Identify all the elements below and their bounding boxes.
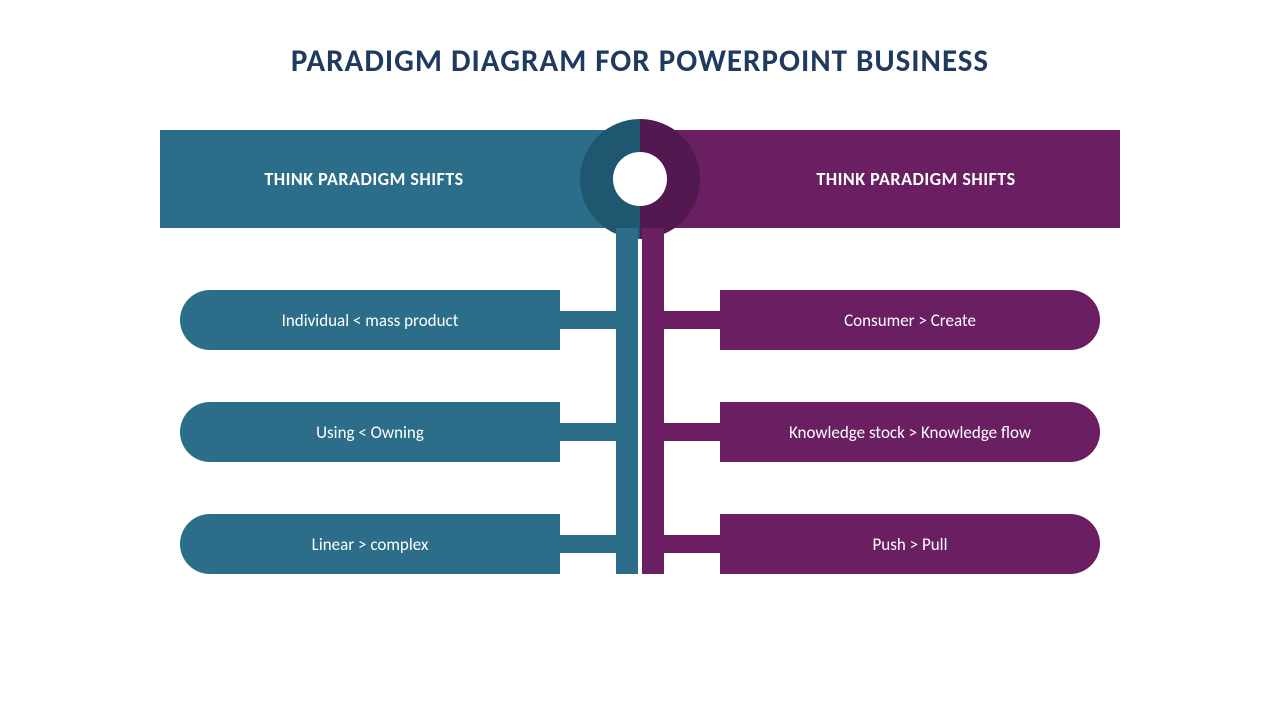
stem-left [616,228,638,574]
pill-left-1-label: Using < Owning [316,422,424,443]
header-left: THINK PARADIGM SHIFTS [160,130,638,228]
stem-right [642,228,664,574]
pill-right-2: Push > Pull [720,514,1100,574]
pill-left-0: Individual < mass product [180,290,560,350]
pill-left-1: Using < Owning [180,402,560,462]
header-right-label: THINK PARADIGM SHIFTS [816,168,1015,190]
slide-title: PARADIGM DIAGRAM FOR POWERPOINT BUSINESS [0,42,1280,80]
pill-left-0-label: Individual < mass product [282,310,459,331]
header-right: THINK PARADIGM SHIFTS [642,130,1120,228]
pill-left-2: Linear > complex [180,514,560,574]
paradigm-diagram: THINK PARADIGM SHIFTS THINK PARADIGM SHI… [160,130,1120,650]
pill-right-0: Consumer > Create [720,290,1100,350]
header-left-label: THINK PARADIGM SHIFTS [264,168,463,190]
center-ring [580,119,700,239]
pill-right-0-label: Consumer > Create [844,310,976,331]
ring-inner-circle [613,152,667,206]
connector-left-2 [555,535,625,553]
connector-left-1 [555,423,625,441]
pill-left-2-label: Linear > complex [312,534,429,555]
pill-right-1: Knowledge stock > Knowledge flow [720,402,1100,462]
connector-left-0 [555,311,625,329]
pill-right-2-label: Push > Pull [873,534,948,555]
pill-right-1-label: Knowledge stock > Knowledge flow [789,422,1031,443]
